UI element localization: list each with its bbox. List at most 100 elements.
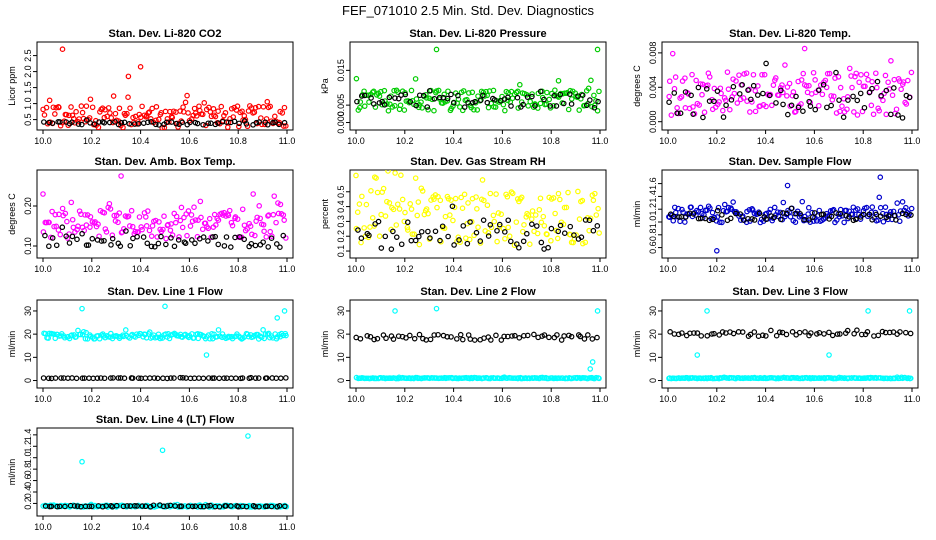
data-point-all <box>709 209 716 216</box>
x-tick-label: 11.0 <box>279 394 296 404</box>
data-point-all <box>191 105 198 112</box>
data-point-subset <box>403 335 409 341</box>
data-point-subset <box>763 333 769 339</box>
data-point-subset <box>797 210 803 217</box>
plot-frame <box>349 299 607 389</box>
data-point-all <box>554 235 561 242</box>
data-point-subset <box>768 327 774 334</box>
y-tick-label: 20 <box>648 329 658 339</box>
y-tick-label: 30 <box>336 306 346 316</box>
plot-frame <box>36 427 294 517</box>
data-point-subset <box>840 114 847 120</box>
data-point-all <box>46 219 52 226</box>
data-point-subset <box>739 329 746 335</box>
data-point-all <box>557 196 563 203</box>
data-point-subset <box>688 92 694 99</box>
data-point-subset <box>212 233 219 240</box>
data-point-all <box>59 205 66 212</box>
x-tick-label: 10.0 <box>347 136 365 146</box>
data-point-all <box>666 93 672 100</box>
data-point-all <box>418 99 424 105</box>
data-point-all <box>206 215 213 222</box>
data-point-subset <box>46 119 52 126</box>
data-point-all <box>560 221 567 228</box>
data-point-all <box>109 232 116 238</box>
data-point-subset <box>281 119 288 126</box>
data-point-subset <box>493 332 499 339</box>
data-point-all <box>761 71 768 78</box>
data-point-all <box>199 226 206 233</box>
data-point-all <box>79 109 86 116</box>
data-point-all <box>254 214 260 221</box>
data-point-all <box>570 239 576 246</box>
data-point-all <box>527 98 533 105</box>
data-point-all <box>419 188 426 194</box>
data-point-all <box>567 87 574 94</box>
data-point-all <box>83 103 90 109</box>
data-point-subset <box>893 217 899 223</box>
data-point-subset <box>255 375 262 381</box>
data-point-subset <box>435 331 441 338</box>
data-point-subset <box>66 240 73 246</box>
data-point-all <box>176 234 182 240</box>
data-point-all <box>244 226 251 232</box>
data-point-subset <box>833 69 839 76</box>
data-point-subset <box>407 98 414 105</box>
data-point-all <box>752 108 759 115</box>
data-point-all <box>575 188 581 195</box>
data-point-all <box>247 223 254 229</box>
data-point-all <box>555 190 562 197</box>
data-point-all <box>256 203 262 209</box>
data-point-all <box>550 102 557 109</box>
data-point-subset <box>756 210 763 217</box>
data-point-all <box>245 108 252 114</box>
data-point-all <box>474 206 480 212</box>
data-point-all <box>189 218 196 225</box>
data-point-subset <box>467 336 474 342</box>
data-point-all <box>777 209 784 216</box>
data-point-subset <box>192 503 199 510</box>
data-point-all <box>442 213 449 220</box>
data-point-subset <box>418 228 425 235</box>
y-tick-label: 1.4 <box>648 190 658 203</box>
outlier-point <box>801 45 808 52</box>
data-point-all <box>596 230 602 236</box>
data-point-all <box>425 210 431 217</box>
outlier-point <box>906 308 913 314</box>
data-point-subset <box>714 88 721 94</box>
data-point-subset <box>150 502 157 509</box>
data-point-subset <box>212 121 219 128</box>
data-point-subset <box>778 87 784 94</box>
data-point-all <box>743 70 750 76</box>
data-point-all <box>413 96 420 102</box>
data-point-all <box>101 210 108 216</box>
data-point-subset <box>156 122 162 128</box>
data-point-subset <box>408 237 415 244</box>
data-point-subset <box>71 503 78 509</box>
data-point-subset <box>209 375 216 381</box>
data-point-subset <box>566 91 573 97</box>
data-point-all <box>869 78 875 85</box>
data-point-all <box>741 71 747 77</box>
data-point-subset <box>123 228 129 234</box>
data-point-subset <box>357 335 364 342</box>
data-point-all <box>210 105 217 112</box>
data-point-all <box>143 214 149 220</box>
x-tick-label: 10.6 <box>181 394 199 404</box>
data-point-all <box>252 232 258 239</box>
data-point-all <box>257 215 264 222</box>
data-point-all <box>596 88 602 95</box>
x-tick-label: 10.6 <box>494 394 512 404</box>
x-tick-label: 10.4 <box>132 522 150 532</box>
data-point-all <box>591 92 597 99</box>
data-point-all <box>110 93 117 99</box>
data-point-all <box>111 212 118 219</box>
data-point-all <box>515 88 521 95</box>
data-point-all <box>76 208 83 214</box>
data-point-all <box>267 228 274 235</box>
data-point-subset <box>42 232 48 239</box>
x-tick-label: 10.4 <box>757 394 775 404</box>
data-point-all <box>376 233 383 239</box>
data-point-all <box>719 107 726 114</box>
data-point-all <box>502 107 508 114</box>
